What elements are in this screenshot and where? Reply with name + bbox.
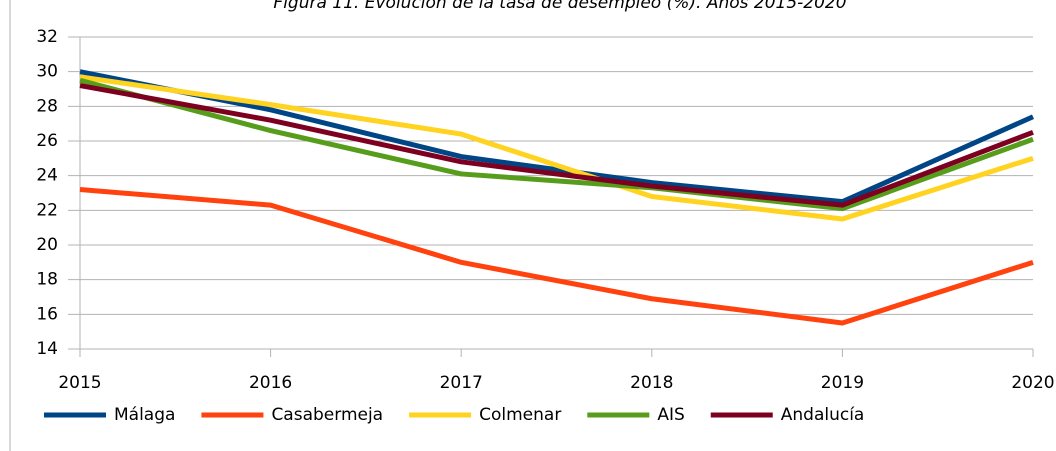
y-tick-label: 28 xyxy=(36,96,58,116)
frame xyxy=(9,0,11,451)
series-line xyxy=(79,187,1034,326)
y-tick-label: 20 xyxy=(36,235,58,255)
legend-label: Colmenar xyxy=(479,405,561,425)
y-tick-label: 26 xyxy=(36,131,58,151)
x-tick-label: 2017 xyxy=(440,373,483,393)
y-tick-label: 32 xyxy=(36,27,58,47)
legend-label: Casabermeja xyxy=(271,405,383,425)
x-tick-label: 2016 xyxy=(249,373,292,393)
y-tick-label: 30 xyxy=(36,62,58,82)
series-line xyxy=(79,77,1034,212)
y-tick-label: 22 xyxy=(36,200,58,220)
x-tick-label: 2018 xyxy=(630,373,673,393)
y-tick-label: 24 xyxy=(36,166,58,186)
chart-title: Figura 11. Evolución de la tasa de desem… xyxy=(273,0,846,13)
series-line xyxy=(79,69,1035,205)
legend-label: Andalucía xyxy=(781,405,865,425)
x-tick-label: 2019 xyxy=(821,373,864,393)
series-line xyxy=(79,74,1034,222)
legend-label: Málaga xyxy=(114,405,175,425)
y-tick-label: 14 xyxy=(36,339,58,359)
legend-label: AIS xyxy=(657,405,684,425)
x-tick-label: 2020 xyxy=(1011,373,1054,393)
y-tick-label: 18 xyxy=(36,270,58,290)
y-tick-label: 16 xyxy=(36,304,58,324)
x-tick-label: 2015 xyxy=(58,373,101,393)
series-line xyxy=(79,83,1034,208)
